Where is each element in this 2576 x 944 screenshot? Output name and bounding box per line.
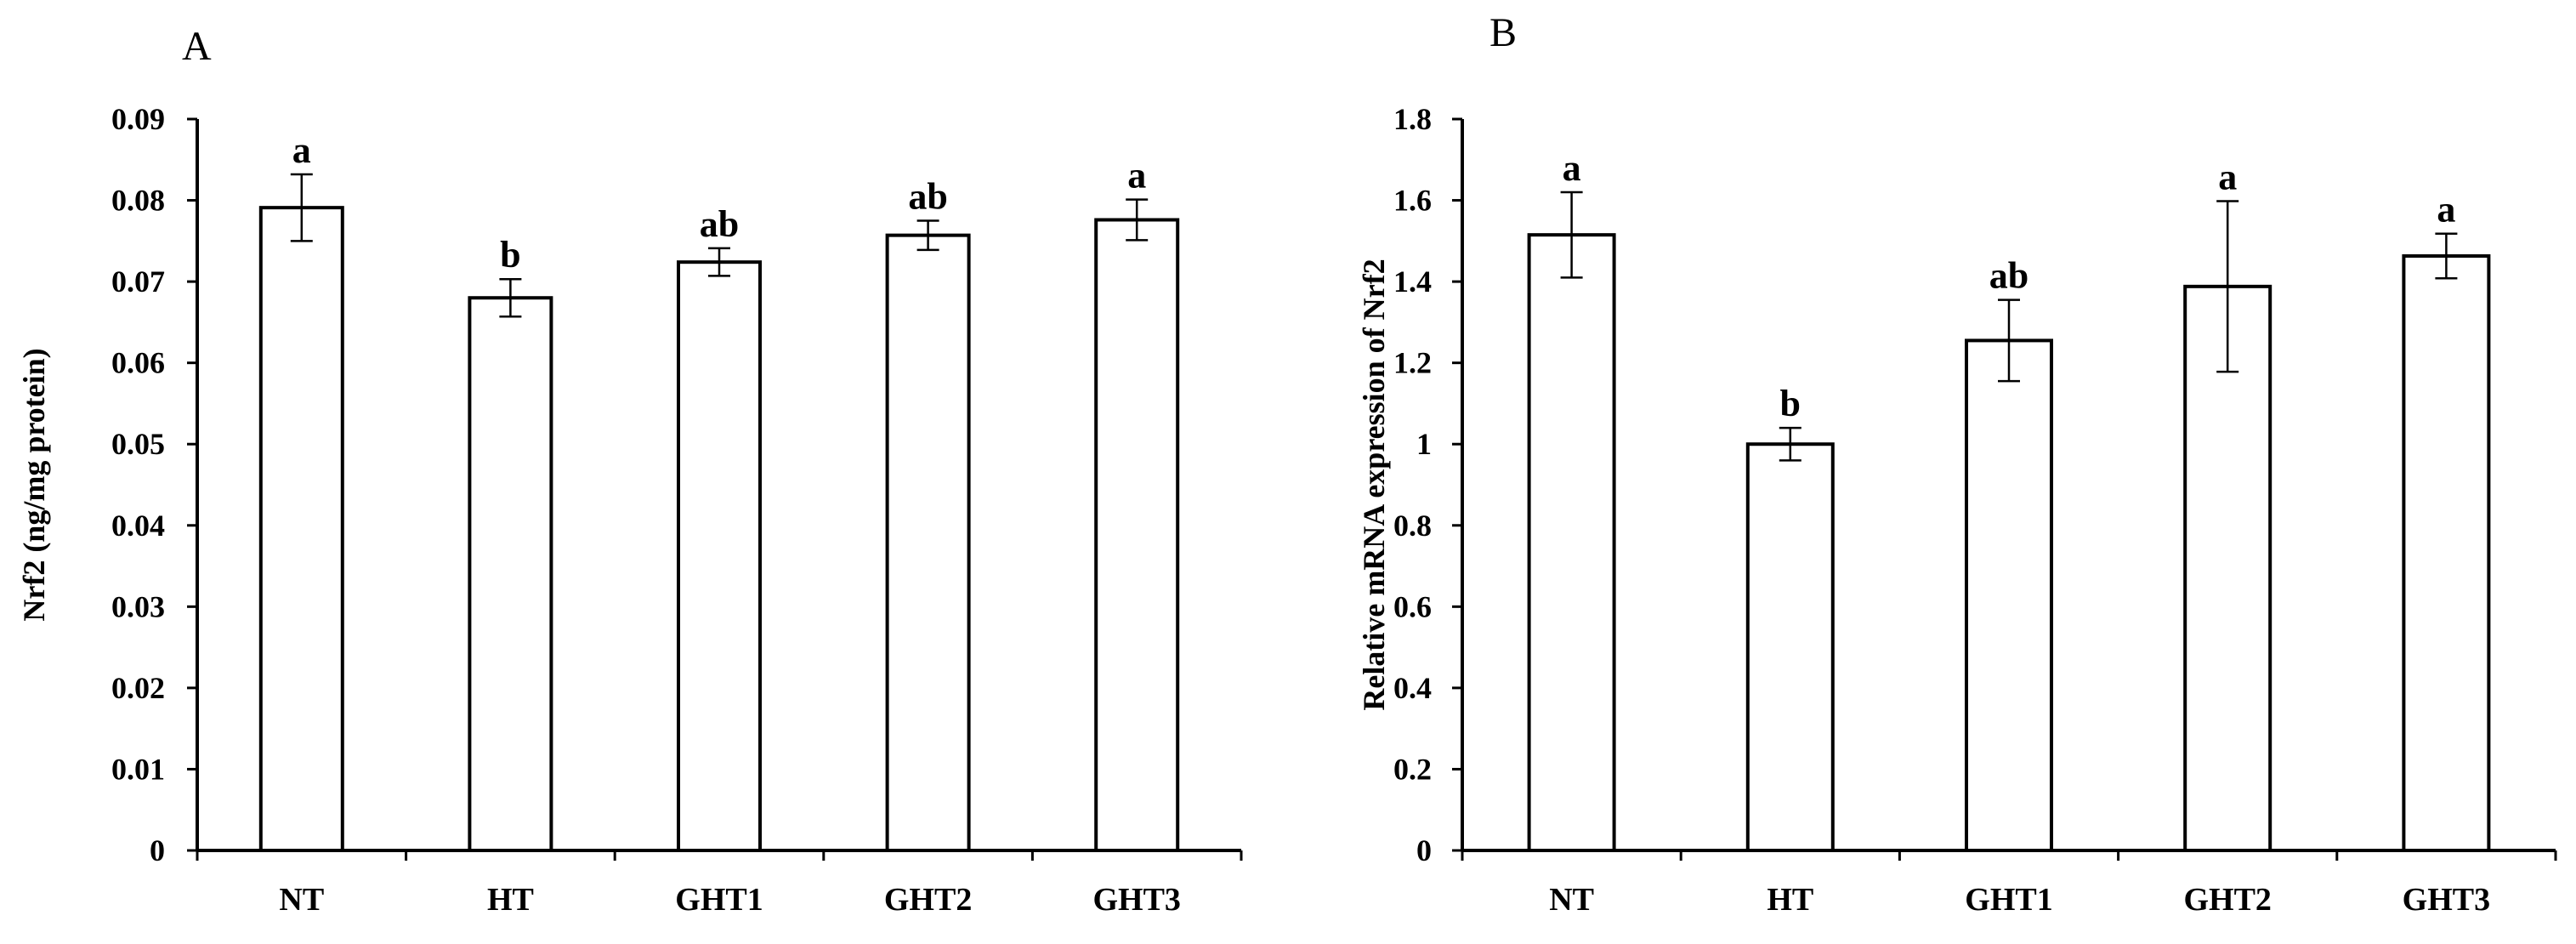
category-label: HT bbox=[1767, 882, 1813, 918]
y-tick-label: 0.01 bbox=[111, 752, 165, 786]
significance-label: a bbox=[1127, 155, 1146, 196]
chart-panel-b: B 0 0.2 0.4 0.6 0.8 1 1.2 1.4 1.6 1.8 Relative mRNA… bbox=[1357, 10, 2557, 918]
y-tick-label: 0.08 bbox=[111, 184, 165, 218]
bar bbox=[1094, 218, 1180, 852]
y-axis-title: Nrf2 (ng/mg protein) bbox=[17, 348, 51, 621]
category-label: GHT1 bbox=[1965, 882, 2052, 918]
category-label: GHT2 bbox=[2183, 882, 2271, 918]
significance-label: a bbox=[1563, 147, 1581, 189]
y-tick-label: 0 bbox=[150, 833, 165, 867]
significance-label: a bbox=[2437, 189, 2455, 230]
bar bbox=[2402, 254, 2491, 852]
bar bbox=[677, 260, 762, 852]
y-tick-label: 0 bbox=[1416, 833, 1432, 867]
significance-label: a bbox=[292, 129, 311, 171]
y-tick-label: 1.6 bbox=[1393, 184, 1432, 218]
bar bbox=[258, 206, 344, 852]
y-axis-title: Relative mRNA expression of Nrf2 bbox=[1357, 259, 1391, 710]
y-tick-label: 0.8 bbox=[1393, 509, 1432, 543]
significance-label: a bbox=[2218, 156, 2237, 198]
significance-label: ab bbox=[700, 203, 739, 245]
y-tick-label: 0.02 bbox=[111, 671, 165, 705]
bar bbox=[1745, 442, 1835, 852]
y-tick-label: 1.8 bbox=[1393, 102, 1432, 136]
y-tick-label: 0.06 bbox=[111, 346, 165, 380]
category-label: GHT3 bbox=[2403, 882, 2490, 918]
significance-label: b bbox=[1780, 383, 1801, 424]
bar bbox=[885, 233, 971, 852]
bar bbox=[2183, 284, 2272, 853]
panel-label: B bbox=[1489, 10, 1517, 55]
category-label: HT bbox=[487, 882, 534, 918]
significance-label: ab bbox=[908, 175, 947, 217]
category-label: NT bbox=[279, 882, 324, 918]
bar bbox=[468, 296, 553, 852]
bar bbox=[1965, 338, 2053, 852]
y-tick-label: 1.4 bbox=[1393, 264, 1432, 299]
y-tick-label: 1 bbox=[1416, 427, 1432, 461]
significance-label: b bbox=[500, 234, 520, 276]
y-tick-label: 1.2 bbox=[1393, 346, 1432, 380]
significance-label: ab bbox=[1989, 255, 2028, 297]
y-tick-label: 0.04 bbox=[111, 509, 165, 543]
y-tick-label: 0.07 bbox=[111, 264, 165, 299]
y-tick-label: 0.05 bbox=[111, 427, 165, 461]
y-tick-label: 0.6 bbox=[1393, 589, 1432, 623]
category-label: NT bbox=[1549, 882, 1594, 918]
y-tick-label: 0.2 bbox=[1393, 752, 1432, 786]
category-label: GHT2 bbox=[884, 882, 972, 918]
y-tick-label: 0.4 bbox=[1393, 671, 1432, 705]
panel-label: A bbox=[182, 24, 212, 69]
category-label: GHT3 bbox=[1092, 882, 1180, 918]
y-tick-label: 0.09 bbox=[111, 102, 165, 136]
bar bbox=[1527, 233, 1616, 852]
chart-panel-a: A 0 0.01 0.02 0.03 0.04 0.05 0.06 0.07 0.08 0.09 Nr… bbox=[17, 24, 1243, 918]
category-label: GHT1 bbox=[675, 882, 763, 918]
y-tick-label: 0.03 bbox=[111, 589, 165, 623]
